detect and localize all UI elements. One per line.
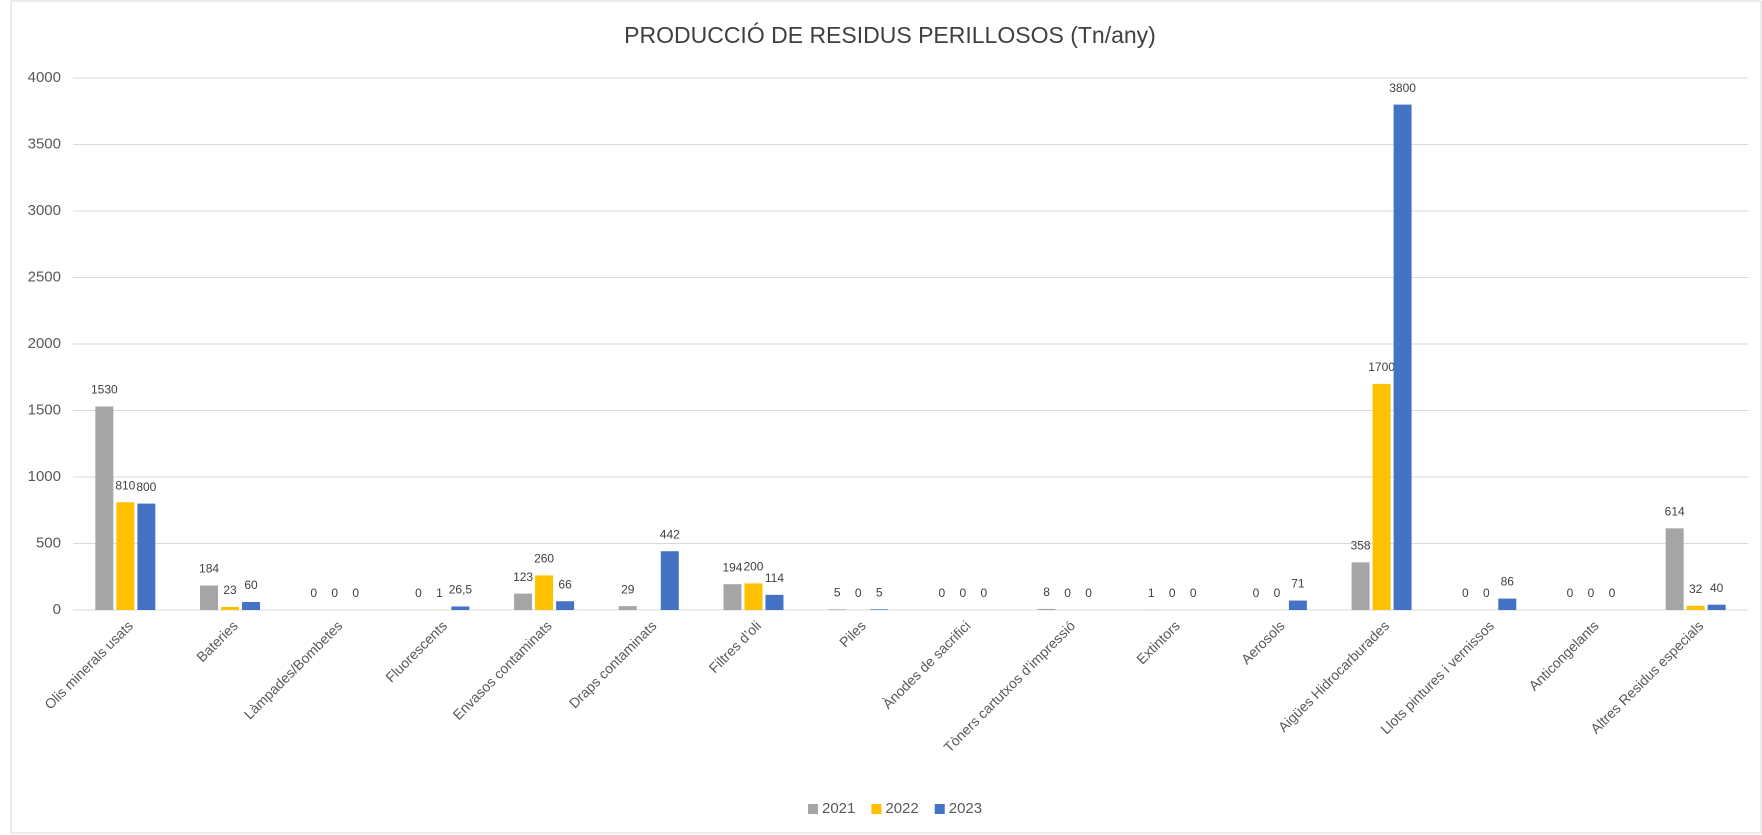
data-label: 5 xyxy=(834,586,841,600)
data-label: 29 xyxy=(621,582,635,596)
data-label: 123 xyxy=(513,570,533,584)
data-label: 1530 xyxy=(91,383,118,397)
legend-label: 2023 xyxy=(949,800,982,817)
bar xyxy=(723,584,742,610)
data-label: 86 xyxy=(1501,575,1515,589)
bar xyxy=(1037,608,1056,610)
bar xyxy=(1707,604,1726,610)
y-tick-label: 2500 xyxy=(28,268,61,285)
data-label: 1 xyxy=(436,586,443,600)
data-label: 0 xyxy=(1274,586,1281,600)
data-label: 8 xyxy=(1043,585,1050,599)
data-label: 0 xyxy=(310,586,317,600)
bar xyxy=(451,606,470,610)
data-label: 66 xyxy=(558,577,572,591)
data-label: 0 xyxy=(1588,586,1595,600)
data-label: 40 xyxy=(1710,581,1724,595)
bar xyxy=(242,602,261,610)
bar xyxy=(1351,562,1370,610)
bar xyxy=(660,551,679,610)
bar xyxy=(870,609,889,610)
bar xyxy=(618,606,637,610)
bar xyxy=(744,583,763,610)
data-label: 0 xyxy=(1169,586,1176,600)
bar xyxy=(1288,600,1307,610)
y-tick-label: 1500 xyxy=(28,401,61,418)
chart-frame xyxy=(10,0,1762,834)
data-label: 184 xyxy=(199,562,219,576)
data-label: 800 xyxy=(136,480,156,494)
data-label: 0 xyxy=(415,586,422,600)
bar xyxy=(95,406,114,610)
bar xyxy=(535,575,554,610)
data-label: 0 xyxy=(352,586,359,600)
bar xyxy=(137,503,156,610)
data-label: 0 xyxy=(1064,586,1071,600)
bar xyxy=(765,594,784,610)
data-label: 23 xyxy=(223,583,237,597)
bar xyxy=(1372,383,1391,610)
data-label: 1700 xyxy=(1368,360,1395,374)
data-label: 0 xyxy=(1609,586,1616,600)
data-label: 5 xyxy=(876,586,883,600)
legend-swatch xyxy=(871,804,882,814)
legend-label: 2022 xyxy=(885,800,918,817)
y-tick-label: 1000 xyxy=(28,468,61,485)
bar xyxy=(116,502,135,610)
data-label: 358 xyxy=(1351,539,1371,553)
chart-title: PRODUCCIÓ DE RESIDUS PERILLOSOS (Tn/any) xyxy=(624,22,1156,48)
data-label: 0 xyxy=(960,586,967,600)
data-label: 3800 xyxy=(1389,81,1416,95)
data-label: 0 xyxy=(331,586,338,600)
data-label: 0 xyxy=(855,586,862,600)
y-tick-label: 2000 xyxy=(28,335,61,352)
y-tick-label: 500 xyxy=(36,534,61,551)
data-label: 0 xyxy=(1567,586,1574,600)
bar xyxy=(1393,104,1412,610)
data-label: 1 xyxy=(1148,586,1155,600)
data-label: 0 xyxy=(1462,586,1469,600)
data-label: 71 xyxy=(1291,577,1305,591)
y-tick-label: 0 xyxy=(53,601,61,618)
data-label: 114 xyxy=(765,571,784,585)
data-label: 60 xyxy=(244,578,258,592)
legend-swatch xyxy=(934,804,945,814)
data-label: 0 xyxy=(1085,586,1092,600)
bar xyxy=(828,609,847,610)
data-label: 0 xyxy=(1253,586,1260,600)
bar xyxy=(200,585,219,610)
data-label: 0 xyxy=(1483,586,1490,600)
bar xyxy=(1686,605,1705,610)
data-label: 614 xyxy=(1665,505,1685,519)
data-label: 260 xyxy=(534,552,554,566)
data-label: 32 xyxy=(1689,582,1703,596)
y-tick-label: 3500 xyxy=(28,135,61,152)
data-label: 442 xyxy=(660,527,680,541)
data-label: 0 xyxy=(981,586,988,600)
data-label: 200 xyxy=(743,560,763,574)
data-label: 0 xyxy=(1190,586,1197,600)
legend-label: 2021 xyxy=(822,800,855,817)
bar xyxy=(556,601,575,610)
bar xyxy=(1665,528,1684,610)
bar xyxy=(514,593,533,610)
bar xyxy=(1498,598,1517,610)
y-tick-label: 4000 xyxy=(28,69,61,86)
data-label: 194 xyxy=(722,560,742,574)
data-label: 26,5 xyxy=(449,583,473,597)
y-tick-label: 3000 xyxy=(28,202,61,219)
data-label: 0 xyxy=(939,586,946,600)
data-label: 810 xyxy=(115,478,135,492)
bar xyxy=(221,606,240,610)
legend-swatch xyxy=(808,804,818,814)
